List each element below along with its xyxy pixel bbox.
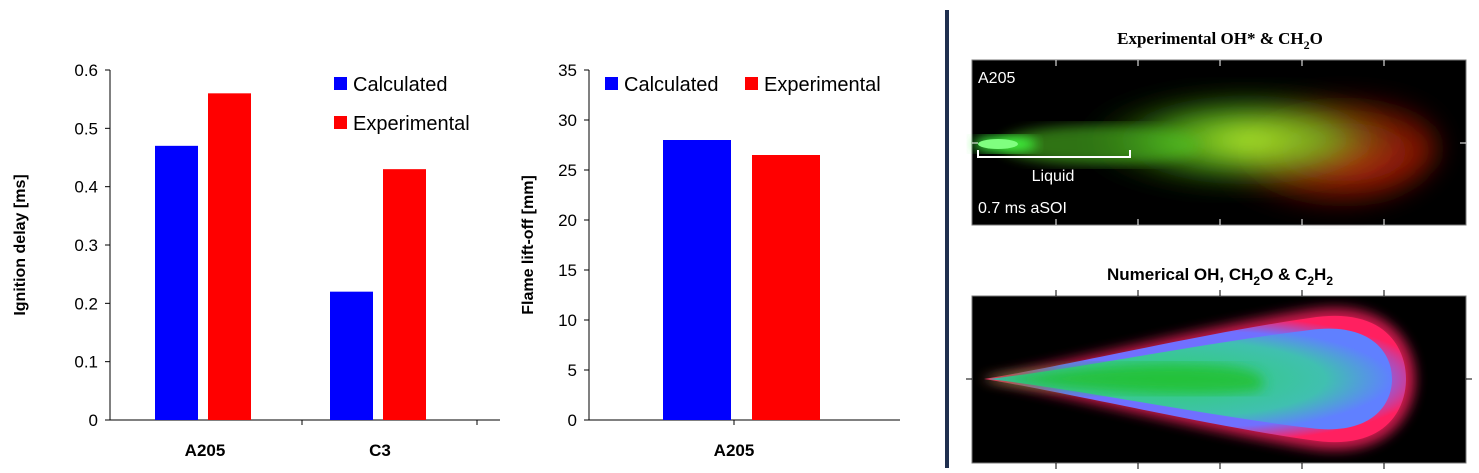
c2-y-tick-label: 35 (558, 61, 577, 80)
c1-bar-calculated-a205 (155, 145, 198, 421)
chart2-y-axis-label: Flame lift-off [mm] (520, 175, 537, 315)
numerical-axis-ticks (966, 290, 1472, 469)
chart1-y-axis-label: Ignition delay [ms] (12, 174, 29, 315)
c2-x-tick-label: A205 (714, 441, 755, 460)
chart1-legend: Calculated Experimental (334, 74, 470, 135)
c2-y-tick-label: 25 (558, 161, 577, 180)
numerical-image-title: Numerical OH, CH2O & C2H2 (1107, 265, 1333, 288)
c1-bar-experimental-a205 (208, 93, 251, 420)
c1-y-tick-label: 0.1 (74, 353, 98, 372)
c1-bar-experimental-c3 (383, 169, 426, 420)
ignition-delay-chart: 0 0.1 0.2 0.3 0.4 0.5 0.6 A205 C3 Ignition dela… (12, 61, 500, 460)
c1-y-tick-label: 0 (89, 411, 98, 430)
chart2-legend-label-calculated: Calculated (624, 74, 719, 96)
chart1-legend-label-experimental: Experimental (353, 113, 470, 135)
chart1-legend-label-calculated: Calculated (353, 74, 448, 96)
c1-bar-calculated-c3 (330, 291, 373, 420)
c1-x-tick-label: A205 (185, 441, 226, 460)
chart1-legend-swatch-calculated (334, 77, 347, 90)
c1-y-tick-label: 0.2 (74, 294, 98, 313)
c2-y-tick-label: 15 (558, 261, 577, 280)
c2-y-tick-label: 20 (558, 211, 577, 230)
chart2-legend-label-experimental: Experimental (764, 74, 881, 96)
flame-images-panel: Experimental OH* & CH2O A205 Liquid 0.7 … (966, 29, 1472, 469)
c1-y-tick-label: 0.5 (74, 119, 98, 138)
c1-x-tick-label: C3 (369, 441, 391, 460)
time-label: 0.7 ms aSOI (978, 200, 1067, 217)
liquid-length-bracket (977, 150, 1131, 158)
experimental-flame-image: A205 Liquid 0.7 ms aSOI (971, 59, 1467, 226)
experimental-image-title: Experimental OH* & CH2O (1117, 29, 1323, 52)
c1-y-tick-label: 0.4 (74, 178, 98, 197)
chart2-legend: Calculated Experimental (605, 74, 881, 96)
experimental-axis-ticks (972, 60, 1466, 225)
c2-y-tick-label: 0 (568, 411, 577, 430)
numerical-flame-image (966, 290, 1472, 469)
chart2-legend-swatch-calculated (605, 77, 618, 90)
liquid-label: Liquid (1032, 168, 1075, 185)
c2-bar-calculated-a205 (663, 140, 731, 420)
c2-y-tick-label: 10 (558, 311, 577, 330)
chart2-axes (588, 70, 900, 421)
experimental-corner-label: A205 (978, 70, 1015, 87)
panel-divider (945, 10, 949, 468)
c1-y-tick-label: 0.3 (74, 236, 98, 255)
c1-y-tick-label: 0.6 (74, 61, 98, 80)
c2-y-tick-label: 5 (568, 361, 577, 380)
chart2-legend-swatch-experimental (745, 77, 758, 90)
c2-bar-experimental-a205 (752, 155, 820, 420)
chart1-legend-swatch-experimental (334, 116, 347, 129)
c2-y-tick-label: 30 (558, 111, 577, 130)
